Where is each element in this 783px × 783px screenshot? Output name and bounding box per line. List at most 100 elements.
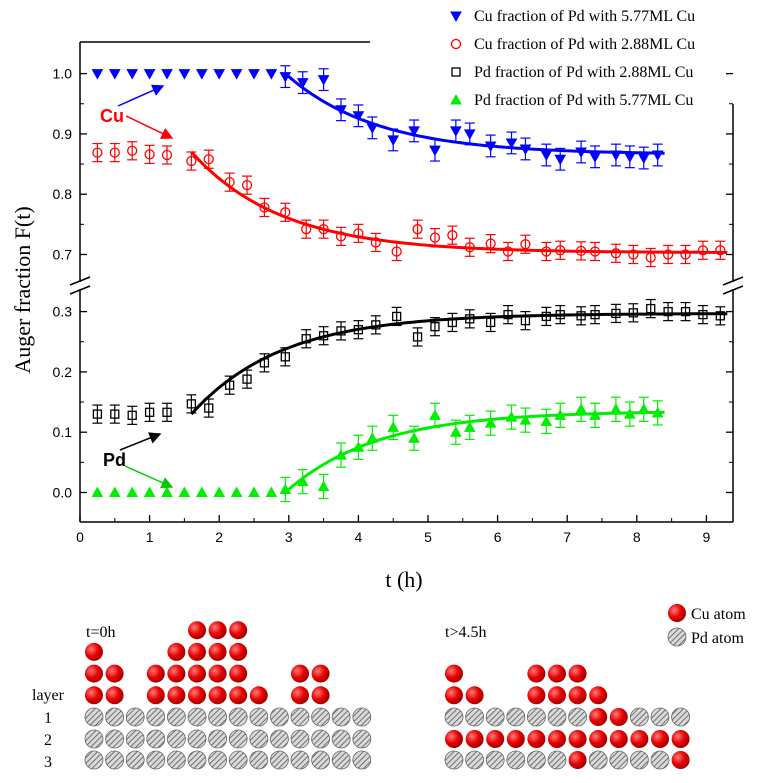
fit-curve-series-2 [190, 312, 728, 416]
data-point [408, 126, 420, 137]
data-point [126, 69, 139, 80]
data-point [541, 311, 551, 322]
pd-atom [249, 729, 269, 749]
data-point [353, 325, 364, 335]
axis-break-mark [722, 276, 744, 286]
data-point [127, 410, 137, 420]
data-point [429, 145, 441, 157]
x-tick-label: 1 [146, 529, 154, 545]
pd-atom [146, 729, 166, 749]
x-tick-label: 4 [355, 529, 363, 545]
data-point [589, 409, 601, 420]
data-point [697, 245, 709, 256]
data-point [447, 230, 458, 241]
pd-atom [105, 707, 124, 727]
data-point [465, 314, 475, 324]
cu-atom [651, 730, 669, 748]
cu-atom [445, 686, 463, 705]
pd-atom [249, 707, 269, 727]
axis-break-mark [722, 285, 744, 295]
pd-atom [105, 729, 124, 749]
pd-atom [290, 729, 310, 749]
data-point [485, 238, 496, 249]
data-point [698, 309, 708, 320]
data-point [370, 237, 381, 248]
data-point [449, 426, 462, 437]
cu-atom [291, 686, 309, 705]
data-point [301, 334, 311, 344]
data-point [110, 409, 120, 419]
legend-marker-3 [450, 93, 462, 105]
x-tick-label: 0 [76, 529, 84, 545]
annotation-cu-label: Cu [100, 106, 124, 126]
cu-atom [445, 664, 463, 683]
cu-atom [249, 686, 268, 705]
data-points [91, 65, 726, 503]
pd-atom [630, 707, 649, 727]
layer-number-1: 1 [44, 710, 52, 727]
pd-atom [290, 707, 310, 727]
data-point [575, 403, 587, 414]
cu-atom [568, 664, 587, 683]
data-point [540, 415, 553, 426]
data-point [127, 145, 138, 156]
schematic-legend: Cu atom Pd atom [667, 604, 746, 647]
data-point [715, 311, 725, 321]
data-point [195, 486, 208, 497]
data-point [242, 374, 252, 384]
pd-atom [249, 750, 269, 770]
cu-atom [229, 664, 248, 683]
legend-label-3: Pd fraction of Pd with 5.77ML Cu [474, 92, 693, 109]
pd-atom [465, 707, 485, 727]
data-point [449, 126, 462, 137]
data-point [301, 224, 312, 235]
data-point [637, 153, 650, 165]
data-point [575, 147, 587, 159]
data-point [590, 309, 600, 320]
data-point [144, 407, 155, 417]
pd-atom [485, 750, 505, 770]
y-tick-label: 0.3 [53, 304, 73, 320]
pd-atom [311, 729, 331, 749]
data-point [484, 141, 497, 152]
data-point [296, 475, 309, 487]
pd-atom [269, 750, 289, 770]
cu-atom [311, 686, 330, 705]
series-1 [92, 141, 726, 268]
cu-atom [589, 686, 608, 705]
data-point [463, 129, 476, 140]
data-point [503, 309, 513, 320]
data-point [505, 411, 518, 422]
pd-atom [671, 707, 690, 727]
pd-atom [208, 707, 228, 727]
data-point [520, 239, 531, 250]
cu-atom [146, 686, 165, 705]
pd-atom [311, 707, 331, 727]
data-point [541, 246, 552, 257]
legend-label-0: Cu fraction of Pd with 5.77ML Cu [474, 8, 695, 25]
cu-atom [85, 664, 103, 683]
data-point [429, 409, 441, 420]
cu-atom [146, 664, 165, 683]
data-point [463, 421, 476, 432]
axis-break-mark [69, 276, 91, 286]
y-tick-label: 0.7 [53, 247, 73, 263]
pd-atom [527, 707, 546, 727]
pd-atom [208, 729, 228, 749]
cu-atom [506, 730, 525, 748]
data-point [520, 315, 531, 326]
data-point [318, 331, 329, 341]
pd-atom [146, 750, 166, 770]
y-tick-label: 0.1 [53, 424, 73, 440]
data-point [662, 249, 674, 260]
data-point [143, 69, 156, 80]
legend-marker-1 [450, 38, 462, 50]
data-point [623, 408, 636, 419]
legend: Cu fraction of Pd with 5.77ML Cu Cu fract… [450, 8, 695, 109]
atom-grid [84, 621, 690, 770]
data-point [280, 352, 290, 362]
data-point [178, 486, 191, 497]
data-point [279, 72, 292, 83]
cu-atom [188, 686, 206, 705]
data-point [161, 486, 173, 497]
